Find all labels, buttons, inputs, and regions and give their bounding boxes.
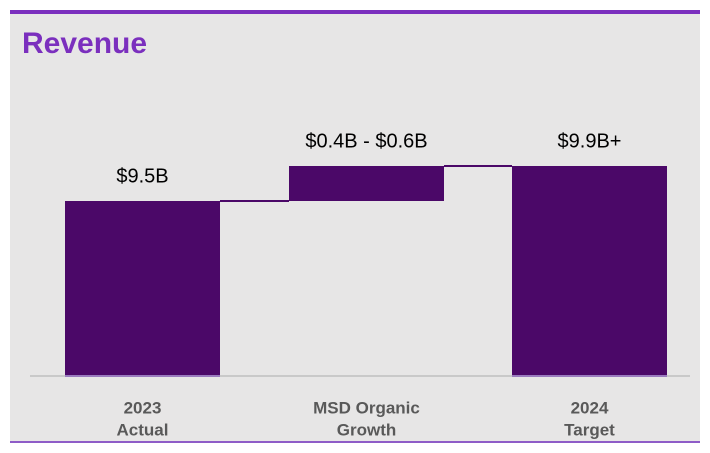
- bar: [289, 166, 444, 201]
- chart-title: Revenue: [22, 27, 147, 60]
- bar: [65, 201, 220, 376]
- x-tick-label: Target: [564, 420, 615, 439]
- bar: [512, 166, 667, 376]
- x-tick-label: MSD Organic: [313, 398, 420, 417]
- value-label: $0.4B - $0.6B: [305, 130, 427, 152]
- x-tick-label: 2024: [571, 398, 609, 417]
- top-rule: [10, 10, 700, 14]
- x-tick-label: Growth: [337, 420, 397, 439]
- x-tick-label: 2023: [124, 398, 162, 417]
- value-label: $9.9B+: [558, 130, 622, 152]
- value-label: $9.5B: [116, 165, 168, 187]
- x-tick-label: Actual: [117, 420, 169, 439]
- bottom-rule: [10, 441, 700, 443]
